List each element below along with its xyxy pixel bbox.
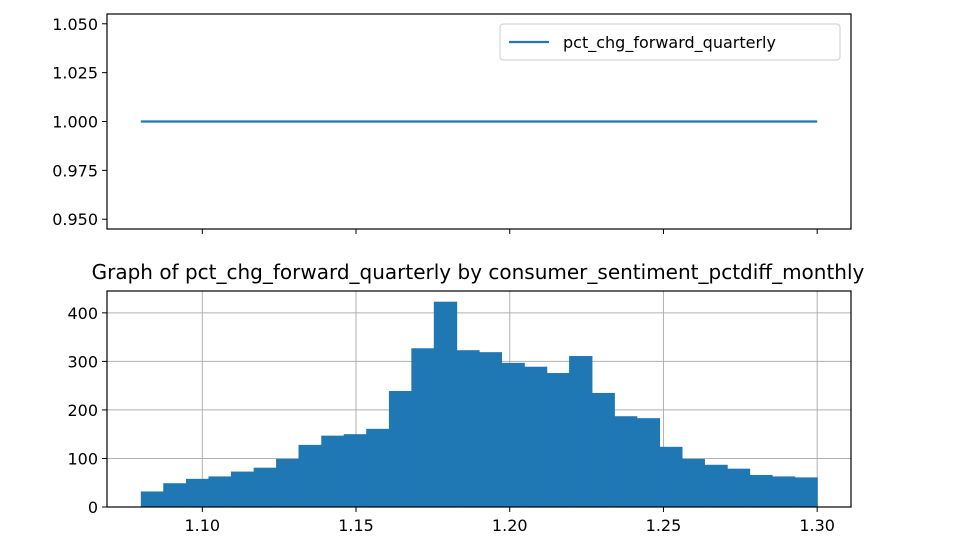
histogram-bar-22 — [636, 418, 661, 507]
histogram-bar-17 — [524, 366, 548, 507]
histogram-title: Graph of pct_chg_forward_quarterly by co… — [92, 260, 865, 284]
y-tick-label-top: 0.950 — [52, 210, 98, 229]
histogram-bar-29 — [794, 477, 818, 507]
plot-frame-bottom — [106, 290, 852, 508]
y-tick-label-bottom: 100 — [67, 449, 98, 468]
y-tick-label-top: 1.025 — [52, 64, 98, 83]
legend: pct_chg_forward_quarterly — [499, 23, 841, 61]
histogram-bar-11 — [388, 390, 412, 507]
histogram-bar-3 — [208, 476, 232, 507]
legend-label: pct_chg_forward_quarterly — [563, 33, 776, 53]
histogram-bar-13 — [433, 301, 458, 507]
histogram-bar-4 — [230, 471, 255, 507]
line-chart-panel: 0.950 0.975 1.000 1.025 1.050 pct_chg_forward… — [52, 13, 852, 234]
histogram-bar-28 — [771, 476, 796, 507]
histogram-bar-2 — [186, 478, 210, 507]
histogram-bar-25 — [704, 464, 728, 507]
x-tick-label-bottom: 1.30 — [799, 516, 835, 535]
y-tick-label-top: 0.975 — [52, 161, 98, 180]
histogram-bar-9 — [343, 434, 367, 507]
histogram-bar-8 — [321, 435, 345, 507]
histogram-bar-14 — [456, 350, 480, 507]
histogram-bar-0 — [140, 491, 164, 507]
y-tick-label-top: 1.050 — [52, 15, 98, 34]
histogram-bar-23 — [659, 446, 683, 507]
y-tick-label-bottom: 200 — [67, 401, 98, 420]
histogram-bar-10 — [366, 428, 390, 507]
y-tick-label-bottom: 400 — [67, 304, 98, 323]
histogram-bar-19 — [569, 356, 593, 507]
histogram-bar-15 — [479, 352, 503, 507]
histogram-bar-18 — [546, 373, 570, 507]
histogram-bar-7 — [298, 444, 322, 507]
histogram-bar-24 — [681, 458, 705, 507]
x-tick-label-bottom: 1.25 — [646, 516, 682, 535]
x-tick-label-bottom: 1.20 — [492, 516, 528, 535]
x-tick-label-bottom: 1.10 — [184, 516, 220, 535]
y-tick-label-top: 1.000 — [52, 113, 98, 132]
histogram-bar-27 — [749, 474, 773, 507]
legend-box — [499, 23, 841, 61]
histogram-panel: 0 100 200 300 400 1.10 1.15 1.20 1.25 1.30 — [67, 290, 852, 535]
histogram-bar-6 — [276, 458, 300, 507]
histogram-bar-20 — [591, 392, 615, 507]
histogram-bar-12 — [411, 348, 435, 507]
histogram-bar-16 — [501, 362, 525, 507]
y-tick-label-bottom: 0 — [88, 498, 98, 517]
histogram-bar-26 — [727, 468, 751, 507]
y-tick-label-bottom: 300 — [67, 352, 98, 371]
histogram-bar-1 — [163, 483, 187, 507]
histogram-bar-21 — [614, 416, 638, 507]
plot-frame-top — [106, 13, 852, 230]
histogram-bar-5 — [253, 467, 277, 507]
x-tick-label-bottom: 1.15 — [338, 516, 374, 535]
